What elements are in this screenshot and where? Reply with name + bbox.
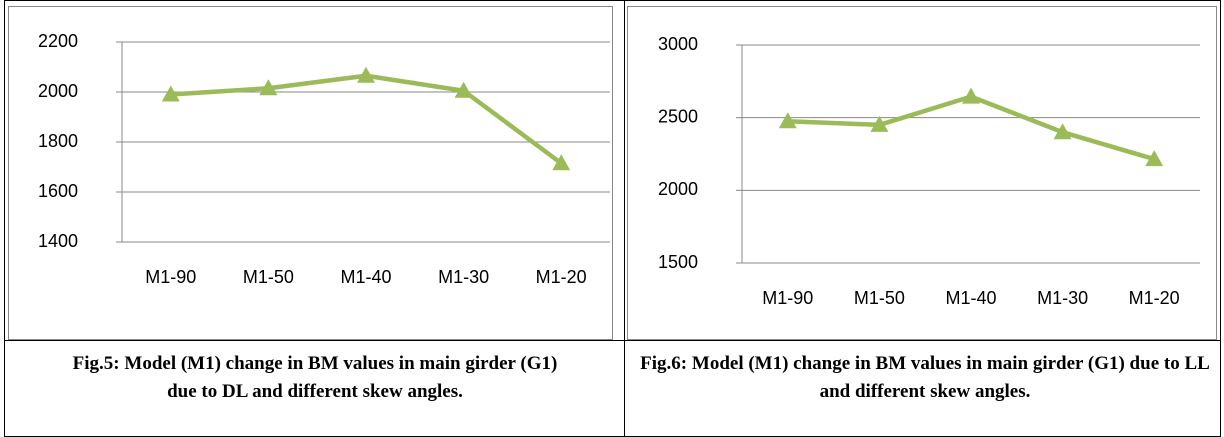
y-tick-label: 1600: [38, 181, 78, 201]
row-divider: [4, 340, 1221, 341]
x-tick-label: M1-50: [854, 288, 905, 308]
y-tick-label: 1500: [658, 252, 698, 272]
x-tick-label: M1-30: [438, 267, 489, 287]
y-tick-label: 3000: [658, 34, 698, 54]
caption: Fig.5: Model (M1) change in BM values in…: [72, 353, 558, 402]
chart-frame: [8, 6, 613, 340]
marker: [259, 79, 278, 96]
x-tick-label: M1-90: [145, 267, 196, 287]
x-tick-label: M1-20: [536, 267, 587, 287]
x-tick-label: M1-20: [1129, 288, 1180, 308]
marker: [357, 66, 375, 83]
caption: Fig.6: Model (M1) change in BM values in…: [640, 353, 1210, 402]
chart-frame: [627, 6, 1217, 340]
y-tick-label: 2000: [38, 81, 78, 101]
data-line: [170, 73, 563, 166]
x-tick-label: M1-40: [945, 288, 996, 308]
marker: [454, 81, 473, 98]
data-line: [787, 94, 1155, 162]
x-tick-label: M1-50: [243, 267, 294, 287]
x-tick-label: M1-90: [762, 288, 813, 308]
y-tick-label: 2200: [38, 31, 78, 51]
y-tick-label: 1800: [38, 131, 78, 151]
y-tick-label: 2500: [658, 106, 698, 126]
marker: [962, 87, 980, 104]
y-tick-label: 1400: [38, 231, 78, 251]
marker: [1145, 150, 1164, 167]
marker: [161, 85, 180, 102]
marker: [1053, 123, 1072, 140]
marker: [778, 112, 797, 129]
marker: [870, 115, 889, 132]
y-tick-label: 2000: [658, 179, 698, 199]
x-tick-label: M1-40: [340, 267, 391, 287]
marker: [552, 154, 571, 171]
x-tick-label: M1-30: [1037, 288, 1088, 308]
